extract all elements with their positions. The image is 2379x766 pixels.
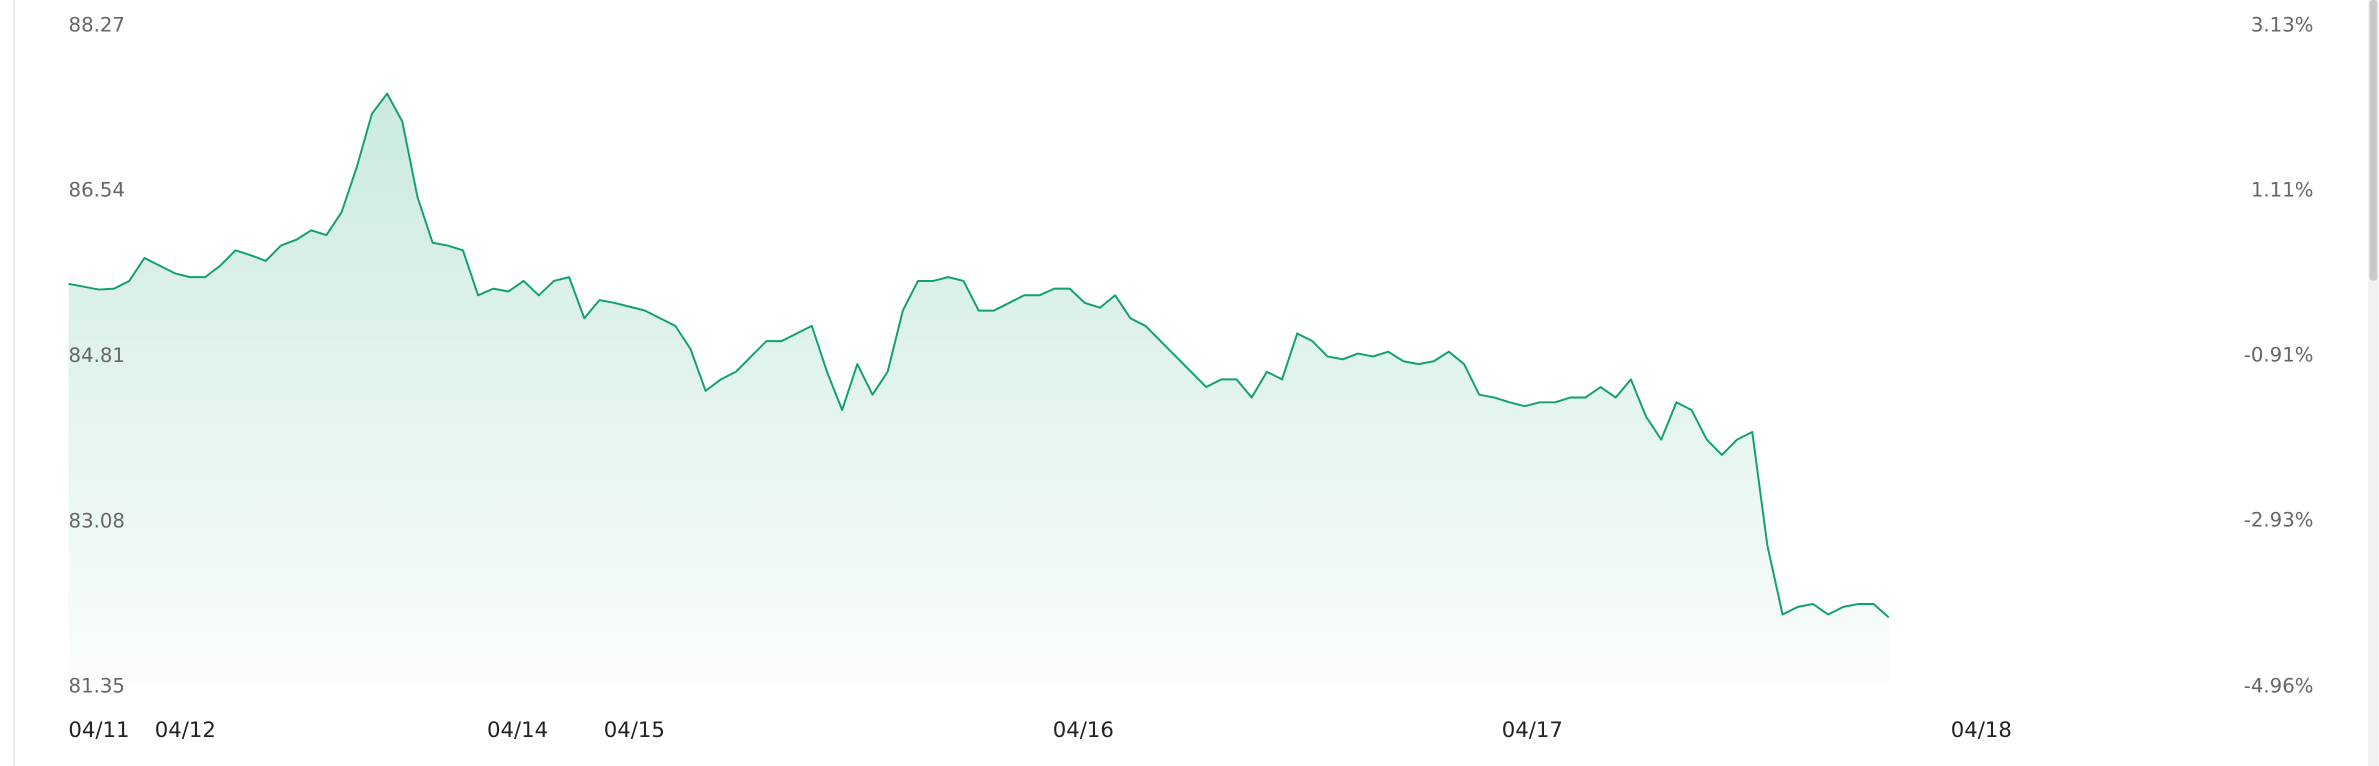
x-tick-label: 04/17 [1502, 718, 1563, 743]
area-fill [68, 93, 1889, 688]
x-tick-label: 04/16 [1053, 718, 1114, 743]
y2-tick-label: 1.11% [2251, 178, 2314, 201]
x-tick-label: 04/11 [68, 718, 129, 743]
y-tick-label: 83.08 [69, 509, 125, 532]
x-tick-label: 04/18 [1951, 718, 2012, 743]
y-tick-label: 88.27 [69, 13, 125, 36]
y-tick-label: 86.54 [69, 179, 125, 202]
x-tick-label: 04/15 [604, 718, 665, 743]
y-tick-label: 81.35 [69, 675, 125, 698]
y-tick-label: 84.81 [69, 344, 125, 367]
scrollbar-thumb[interactable] [2369, 0, 2378, 281]
y2-tick-label: -4.96% [2244, 675, 2314, 698]
x-tick-label: 04/12 [155, 718, 216, 743]
x-tick-label: 04/14 [487, 718, 548, 743]
y2-tick-label: -0.91% [2244, 344, 2314, 367]
price-line [68, 92, 1890, 619]
y2-tick-label: 3.13% [2251, 13, 2314, 36]
scrollbar-track [2368, 0, 2379, 766]
y2-tick-label: -2.93% [2244, 509, 2314, 532]
